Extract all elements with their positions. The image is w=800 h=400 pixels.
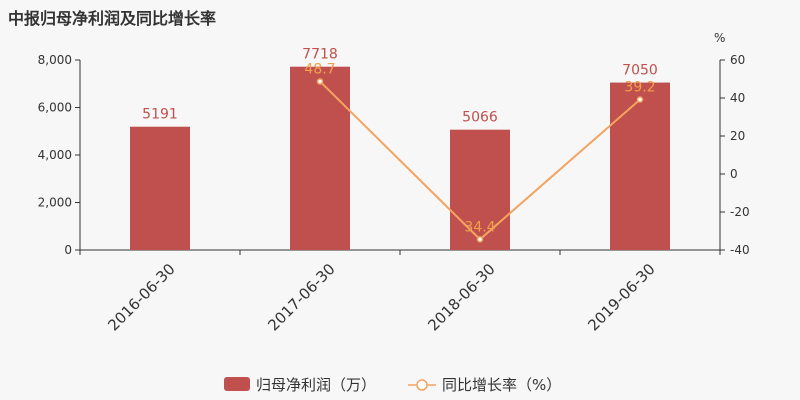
bar [130, 126, 190, 250]
y-right-tick-label: 0 [730, 167, 738, 181]
legend-line-marker [416, 379, 428, 391]
y-left-tick-label: 4,000 [38, 148, 72, 162]
y-right-tick-label: 60 [730, 53, 745, 67]
bar-value-label: 7050 [622, 63, 658, 79]
bar [450, 129, 510, 250]
chart-title: 中报归母净利润及同比增长率 [8, 9, 217, 28]
bar-value-label: 5066 [462, 110, 498, 126]
growth-point [316, 78, 324, 85]
growth-point [636, 96, 644, 103]
y-left-tick-label: 6,000 [38, 101, 72, 115]
legend-line-label: 同比增长率（%） [442, 376, 561, 394]
x-tick-label: 2019-06-30 [584, 260, 658, 334]
growth-value-label: 39.2 [624, 80, 655, 96]
legend-bar-swatch [224, 377, 250, 391]
bar [610, 82, 670, 250]
bar-value-label: 5191 [142, 107, 178, 123]
growth-value-label: 34.4 [464, 219, 495, 235]
y-left-tick-label: 2,000 [38, 196, 72, 210]
bar-value-label: 7718 [302, 47, 338, 63]
x-tick-label: 2016-06-30 [104, 260, 178, 334]
growth-point [476, 236, 484, 243]
x-tick-label: 2017-06-30 [264, 260, 338, 334]
y-left-tick-label: 0 [64, 243, 72, 257]
y-right-tick-label: -20 [730, 205, 750, 219]
growth-value-label: 48.7 [304, 61, 335, 77]
bar [290, 66, 350, 250]
y-right-tick-label: 40 [730, 91, 745, 105]
legend-bar-label: 归母净利润（万） [256, 376, 376, 394]
y-right-axis-label: % [714, 31, 725, 45]
y-right-tick-label: 20 [730, 129, 745, 143]
y-right-tick-label: -40 [730, 243, 750, 257]
y-left-tick-label: 8,000 [38, 53, 72, 67]
x-tick-label: 2018-06-30 [424, 260, 498, 334]
